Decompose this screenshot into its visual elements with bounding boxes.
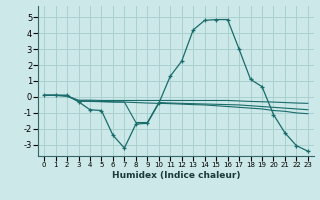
X-axis label: Humidex (Indice chaleur): Humidex (Indice chaleur) (112, 171, 240, 180)
